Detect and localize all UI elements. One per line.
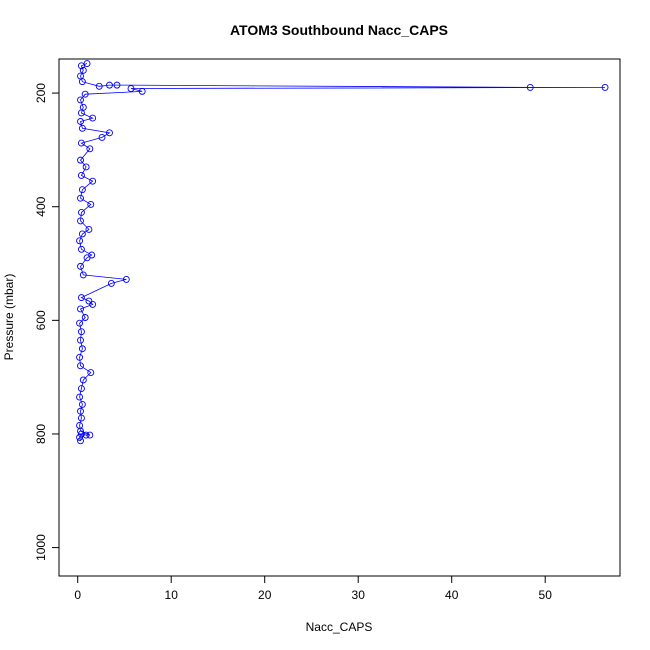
x-axis: 0 10 20 30 40 50 [74, 575, 553, 602]
data-point [89, 114, 97, 122]
y-axis: 200 400 600 800 1000 [34, 83, 60, 561]
data-point [77, 294, 85, 302]
data-point [77, 208, 85, 216]
data-point [77, 72, 84, 80]
y-tick-label: 600 [34, 310, 48, 330]
data-point [122, 275, 130, 283]
data-point [87, 369, 95, 377]
plot-frame [58, 58, 621, 577]
data-point [77, 118, 84, 125]
data-point [77, 62, 85, 70]
data-point [98, 133, 106, 141]
data-point [86, 145, 94, 153]
data-point [77, 172, 85, 179]
data-point [106, 81, 113, 89]
data-point [82, 163, 90, 171]
data-point [78, 345, 86, 353]
data-point [79, 66, 87, 74]
data-point [95, 82, 103, 90]
x-axis-label: Nacc_CAPS [306, 620, 373, 634]
data-point [77, 245, 85, 253]
data-point [87, 200, 95, 208]
data-point [81, 90, 89, 98]
y-tick-label: 1000 [34, 534, 48, 561]
data-point [113, 81, 121, 89]
data-point [77, 414, 85, 422]
series-line [79, 63, 606, 441]
y-axis-label: Pressure (mbar) [2, 274, 16, 361]
data-point [85, 225, 93, 233]
data-point [77, 407, 84, 415]
data-point [138, 87, 146, 95]
x-tick-label: 40 [445, 588, 459, 602]
y-tick-label: 400 [34, 196, 48, 216]
data-point [77, 156, 84, 164]
data-point [77, 328, 85, 336]
data-point [89, 300, 97, 308]
data-point [85, 297, 93, 305]
data-point [77, 437, 84, 445]
data-point [77, 139, 85, 147]
data-point [78, 124, 86, 132]
data-point [77, 262, 84, 270]
data-point [526, 83, 534, 91]
data-point [76, 421, 84, 429]
x-tick-label: 0 [74, 588, 81, 602]
x-tick-label: 30 [352, 588, 366, 602]
y-tick-label: 200 [34, 83, 48, 103]
data-point [77, 96, 84, 104]
data-point [77, 430, 85, 438]
data-point [76, 353, 84, 361]
data-point [81, 314, 89, 321]
data-point [127, 85, 135, 92]
data-point [82, 431, 90, 439]
data-point [78, 230, 86, 238]
data-point [77, 305, 84, 313]
data-point [89, 177, 97, 185]
series-layer [76, 60, 609, 445]
data-point [77, 362, 84, 370]
data-point [78, 186, 86, 194]
data-point [77, 336, 84, 344]
data-point [79, 376, 87, 384]
chart-title: ATOM3 Southbound Nacc_CAPS [230, 22, 448, 38]
data-point [78, 400, 86, 408]
x-tick-label: 50 [539, 588, 553, 602]
data-point [106, 129, 113, 137]
y-tick-label: 800 [34, 424, 48, 444]
data-point [77, 385, 85, 392]
data-point [79, 103, 87, 111]
data-point [107, 279, 115, 287]
data-point [76, 393, 84, 401]
data-point [83, 60, 91, 67]
data-point [601, 83, 609, 91]
data-point [86, 431, 94, 439]
data-point [77, 194, 84, 202]
data-point [79, 271, 87, 279]
data-point [88, 251, 96, 259]
data-point [77, 217, 84, 225]
data-point [76, 319, 84, 327]
x-tick-label: 20 [258, 588, 272, 602]
x-tick-label: 10 [165, 588, 179, 602]
data-point [76, 237, 84, 245]
